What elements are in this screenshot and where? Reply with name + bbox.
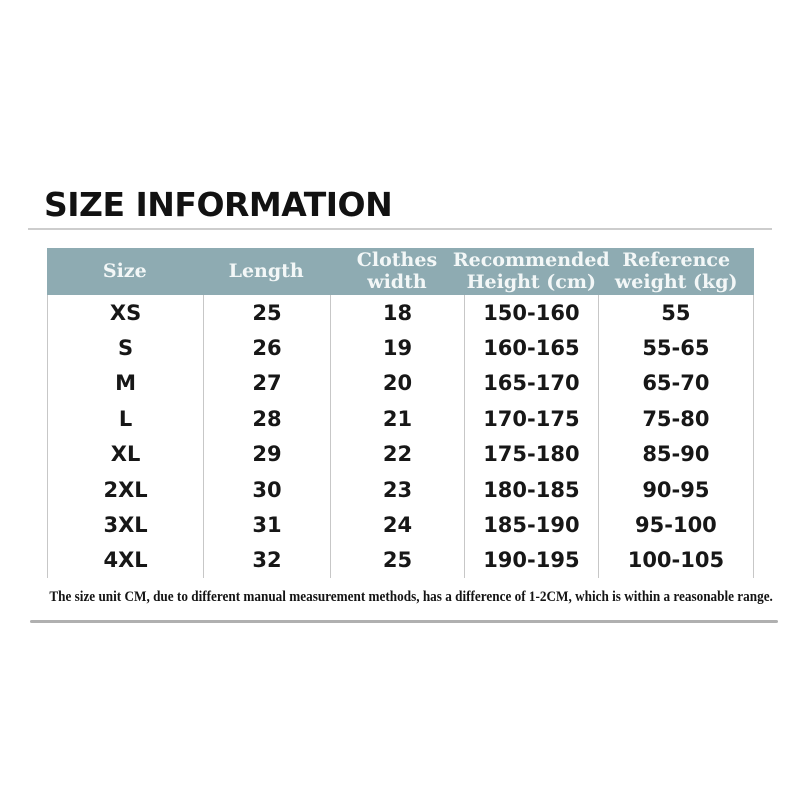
page-title: SIZE INFORMATION (44, 185, 393, 224)
cell-length: 32 (203, 542, 330, 579)
measurement-disclaimer: The size unit CM, due to different manua… (0, 588, 800, 606)
table-row-3xl: 3XL 31 24 185-190 95-100 (48, 507, 753, 543)
cell-length: 26 (203, 330, 330, 366)
cell-length: 25 (203, 295, 330, 331)
table-row-s: S 26 19 160-165 55-65 (48, 330, 753, 366)
table-row-m: M 27 20 165-170 65-70 (48, 365, 753, 402)
cell-length: 29 (203, 436, 330, 472)
cell-size: M (115, 371, 136, 396)
cell-length: 31 (203, 507, 330, 543)
cell-size: 4XL (103, 548, 148, 573)
cell-height: 150-160 (463, 295, 598, 331)
cell-clothes-width: 22 (329, 436, 464, 472)
cell-clothes-width: 19 (329, 330, 464, 366)
table-row-l: L 28 21 170-175 75-80 (48, 401, 753, 437)
table-row-xs: XS 25 18 150-160 55 (48, 295, 753, 331)
cell-height: 175-180 (463, 436, 598, 472)
cell-height: 180-185 (463, 471, 598, 508)
cell-size: 3XL (103, 513, 148, 538)
cell-clothes-width: 20 (329, 365, 464, 402)
cell-size: 2XL (103, 477, 148, 502)
cell-clothes-width: 18 (329, 295, 464, 331)
table-row-2xl: 2XL 30 23 180-185 90-95 (48, 471, 753, 508)
cell-weight: 95-100 (597, 507, 753, 543)
cell-weight: 100-105 (597, 542, 753, 579)
measurement-disclaimer-text: The size unit CM, due to different manua… (49, 589, 773, 605)
cell-height: 160-165 (463, 330, 598, 366)
column-header-reference-weight: Reference weight (kg) (614, 249, 738, 293)
title-divider-line (28, 228, 772, 230)
cell-length: 30 (203, 471, 330, 508)
cell-clothes-width: 23 (329, 471, 464, 508)
cell-size: L (118, 406, 133, 431)
cell-length: 28 (203, 401, 330, 437)
size-table: Size Length Clothes width Recommended He… (47, 248, 754, 579)
cell-clothes-width: 21 (329, 401, 464, 437)
cell-weight: 55-65 (597, 330, 753, 366)
cell-length: 27 (203, 365, 330, 402)
cell-size: XL (110, 442, 141, 467)
cell-weight: 85-90 (597, 436, 753, 472)
column-header-length: Length (228, 259, 304, 282)
table-row-4xl: 4XL 32 25 190-195 100-105 (48, 542, 753, 579)
table-row-xl: XL 29 22 175-180 85-90 (48, 436, 753, 472)
table-body: XS 25 18 150-160 55 S 26 19 160-165 55-6… (47, 295, 754, 579)
cell-size: XS (109, 300, 142, 325)
cell-height: 190-195 (463, 542, 598, 579)
cell-height: 165-170 (463, 365, 598, 402)
cell-weight: 75-80 (597, 401, 753, 437)
cell-height: 185-190 (463, 507, 598, 543)
cell-weight: 65-70 (597, 365, 753, 402)
bottom-divider-line (30, 620, 778, 623)
cell-weight: 55 (597, 295, 753, 331)
cell-weight: 90-95 (597, 471, 753, 508)
cell-size: S (117, 336, 134, 361)
cell-clothes-width: 24 (329, 507, 464, 543)
column-header-recommended-height: Recommended Height (cm) (452, 249, 610, 293)
column-header-clothes-width: Clothes width (356, 249, 438, 293)
table-header-row: Size Length Clothes width Recommended He… (47, 248, 754, 295)
cell-height: 170-175 (463, 401, 598, 437)
column-header-size: Size (102, 259, 147, 282)
cell-clothes-width: 25 (329, 542, 464, 579)
